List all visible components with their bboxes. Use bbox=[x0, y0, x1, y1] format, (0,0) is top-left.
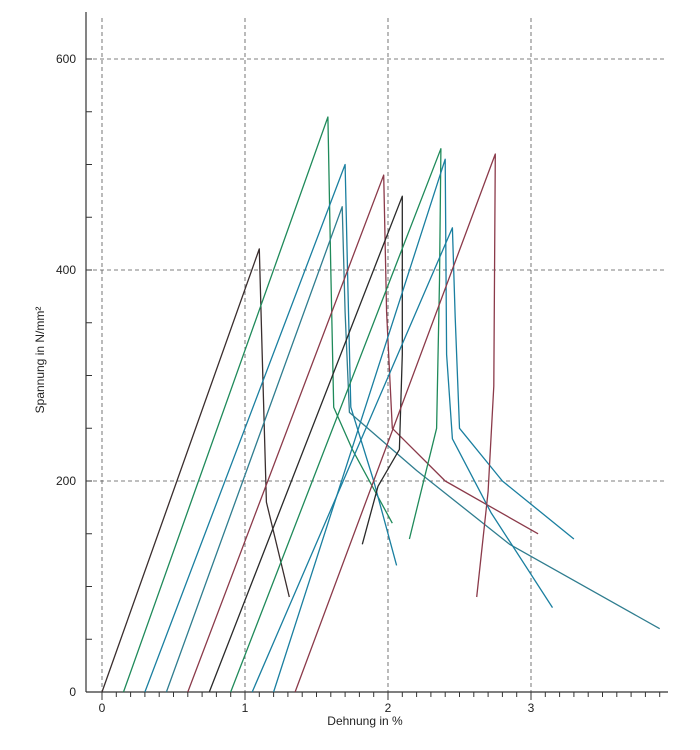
series-line-2 bbox=[122, 116, 393, 693]
data-series bbox=[101, 116, 661, 693]
x-axis-title: Dehnung in % bbox=[327, 714, 403, 728]
series-line-7 bbox=[230, 148, 442, 693]
series-line-4 bbox=[165, 206, 661, 693]
series-line-9 bbox=[272, 158, 554, 693]
series-line-5 bbox=[187, 174, 539, 693]
y-tick-label: 400 bbox=[56, 263, 76, 277]
tick-labels: 0 1 2 3 0 200 400 600 bbox=[56, 52, 535, 715]
x-tick-label: 3 bbox=[528, 701, 535, 715]
y-axis-title: Spannung in N/mm² bbox=[33, 307, 47, 414]
x-tick-label: 2 bbox=[385, 701, 392, 715]
series-line-10 bbox=[294, 153, 496, 693]
x-tick-label: 1 bbox=[242, 701, 249, 715]
series-line-1 bbox=[101, 248, 290, 693]
y-tick-label: 200 bbox=[56, 474, 76, 488]
series-line-8 bbox=[251, 227, 575, 693]
grid-lines bbox=[86, 18, 666, 692]
y-tick-label: 600 bbox=[56, 52, 76, 66]
series-line-6 bbox=[208, 195, 403, 693]
x-tick-label: 0 bbox=[99, 701, 106, 715]
axes bbox=[85, 12, 668, 700]
y-tick-label: 0 bbox=[69, 685, 76, 699]
series-line-3 bbox=[144, 163, 398, 693]
